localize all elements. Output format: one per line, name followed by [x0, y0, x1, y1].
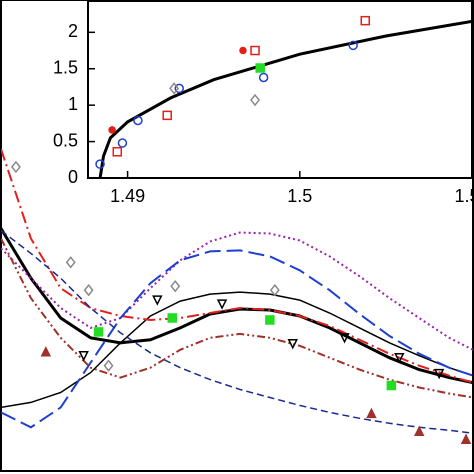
marker — [169, 82, 180, 95]
marker — [414, 425, 425, 437]
plot-area — [87, 0, 473, 179]
marker — [239, 46, 247, 55]
marker — [386, 380, 397, 391]
x-tick-label: 1.5 — [287, 186, 312, 206]
marker — [366, 407, 377, 419]
marker — [433, 368, 445, 380]
marker — [133, 115, 143, 126]
marker — [93, 327, 104, 337]
curve — [1, 229, 473, 434]
marker — [255, 63, 265, 73]
curve — [98, 19, 472, 178]
marker — [65, 256, 76, 269]
y-tick-label: 1.5 — [53, 57, 78, 77]
marker — [394, 352, 405, 364]
marker — [78, 350, 89, 362]
marker — [460, 433, 472, 444]
marker — [170, 279, 181, 293]
marker — [216, 299, 228, 310]
y-tick-label: 0.5 — [53, 130, 78, 150]
marker — [269, 283, 280, 297]
marker — [10, 160, 21, 174]
y-tick-label: 2 — [68, 21, 78, 41]
marker — [348, 40, 358, 51]
curve — [1, 231, 473, 351]
marker — [250, 45, 260, 56]
marker — [265, 315, 275, 325]
marker — [108, 126, 116, 134]
marker — [258, 72, 269, 83]
marker — [167, 313, 178, 323]
marker — [40, 346, 52, 357]
marker — [287, 339, 298, 350]
marker — [152, 295, 163, 306]
marker — [95, 159, 105, 169]
curve — [1, 238, 473, 399]
y-tick-label: 1 — [68, 94, 78, 114]
marker — [103, 359, 114, 372]
marker — [117, 138, 128, 148]
curve — [1, 249, 473, 429]
marker — [174, 83, 185, 94]
marker — [83, 283, 94, 297]
x-tick-label: 1.49 — [110, 186, 145, 206]
y-tick-label: 0 — [68, 167, 78, 187]
marker — [112, 147, 123, 157]
marker — [339, 333, 350, 344]
x-tick-label: 1.51 — [454, 186, 474, 206]
curve — [1, 148, 473, 384]
marker — [162, 110, 172, 121]
marker — [250, 93, 260, 107]
marker — [360, 15, 370, 26]
